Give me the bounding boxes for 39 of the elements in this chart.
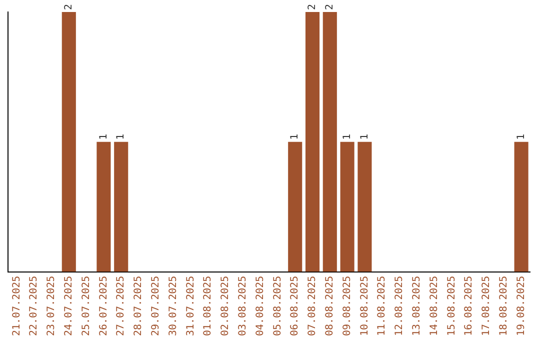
x-tick-label: 18.08.2025 bbox=[498, 276, 510, 336]
x-tick-label: 27.07.2025 bbox=[116, 276, 127, 336]
x-tick-label: 04.08.2025 bbox=[254, 276, 266, 336]
x-tick-label: 10.08.2025 bbox=[359, 276, 370, 336]
x-tick-label: 29.07.2025 bbox=[150, 276, 162, 336]
data-label: 1 bbox=[516, 134, 527, 140]
x-tick-label: 09.08.2025 bbox=[342, 276, 353, 336]
x-tick-label: 14.08.2025 bbox=[428, 276, 440, 336]
x-tick-label: 02.08.2025 bbox=[220, 276, 232, 336]
data-label: 1 bbox=[290, 134, 301, 140]
data-label: 1 bbox=[116, 134, 127, 140]
x-tick-label: 17.08.2025 bbox=[481, 276, 492, 336]
data-label: 1 bbox=[342, 134, 353, 140]
x-tick-label: 30.07.2025 bbox=[168, 276, 179, 336]
x-tick-label: 16.08.2025 bbox=[464, 276, 475, 336]
x-tick-label: 07.08.2025 bbox=[307, 276, 318, 336]
data-label: 2 bbox=[324, 4, 336, 10]
x-tick-label: 24.07.2025 bbox=[63, 276, 74, 336]
data-label: 2 bbox=[63, 4, 74, 10]
data-label: 1 bbox=[359, 134, 370, 140]
x-tick-label: 05.08.2025 bbox=[272, 276, 284, 336]
x-tick-label: 03.08.2025 bbox=[237, 276, 248, 336]
x-tick-label: 13.08.2025 bbox=[411, 276, 422, 336]
x-tick-label: 28.07.2025 bbox=[133, 276, 144, 336]
x-tick-label: 06.08.2025 bbox=[290, 276, 301, 336]
x-tick-label: 25.07.2025 bbox=[80, 276, 92, 336]
x-tick-label: 08.08.2025 bbox=[324, 276, 336, 336]
x-tick-label: 19.08.2025 bbox=[516, 276, 527, 336]
data-label: 2 bbox=[307, 4, 318, 10]
x-tick-label: 26.07.2025 bbox=[98, 276, 110, 336]
x-tick-label: 12.08.2025 bbox=[394, 276, 406, 336]
x-tick-label: 15.08.2025 bbox=[446, 276, 458, 336]
x-tick-label: 11.08.2025 bbox=[376, 276, 388, 336]
data-label: 1 bbox=[98, 134, 110, 140]
x-tick-label: 22.07.2025 bbox=[28, 276, 40, 336]
x-tick-label: 21.07.2025 bbox=[11, 276, 22, 336]
x-tick-label: 31.07.2025 bbox=[185, 276, 196, 336]
x-tick-label: 01.08.2025 bbox=[202, 276, 214, 336]
x-tick-label: 23.07.2025 bbox=[46, 276, 58, 336]
